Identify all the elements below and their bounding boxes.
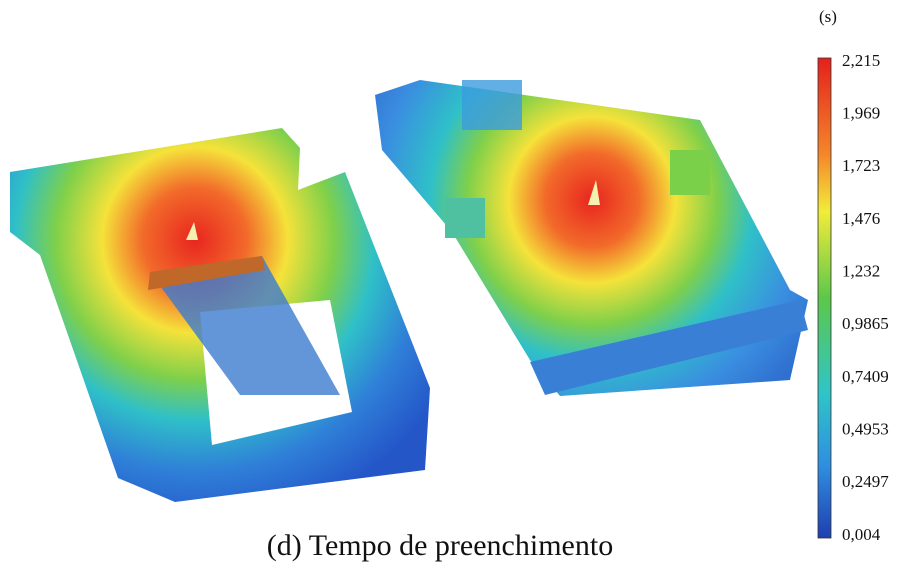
left-part (10, 128, 430, 502)
colorbar-unit: (s) (819, 7, 837, 26)
colorbar-label: 0,4953 (842, 420, 889, 439)
colorbar-labels: 2,215 1,969 1,723 1,476 1,232 0,9865 0,7409 0,4… (842, 51, 889, 544)
colorbar-label: 0,004 (842, 525, 881, 544)
colorbar-label: 1,969 (842, 104, 880, 123)
caption: (d) Tempo de preenchimento (267, 529, 613, 562)
colorbar-label: 1,476 (842, 209, 880, 228)
colorbar-label: 1,723 (842, 156, 880, 175)
colorbar-label: 0,9865 (842, 314, 889, 333)
colorbar-label: 0,7409 (842, 367, 889, 386)
colorbar-label: 0,2497 (842, 472, 889, 491)
right-part (375, 80, 808, 396)
colorbar-label: 1,232 (842, 262, 880, 281)
colorbar (817, 57, 832, 539)
colorbar-label: 2,215 (842, 51, 880, 70)
